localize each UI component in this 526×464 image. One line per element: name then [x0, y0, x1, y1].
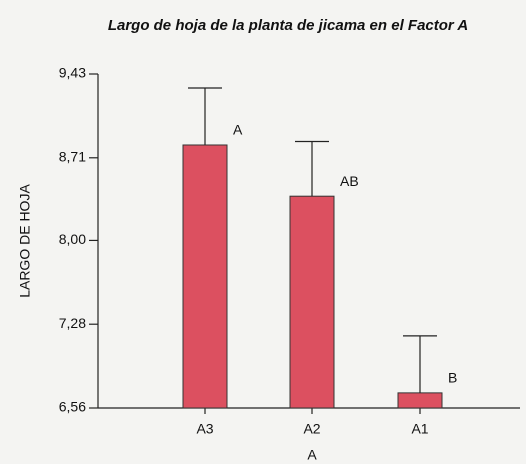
annotation: B	[448, 370, 457, 386]
annotation: A	[233, 122, 243, 138]
bar	[397, 392, 443, 409]
y-tick-label: 8,71	[59, 148, 86, 164]
x-tick-label: A2	[303, 421, 320, 437]
bar	[182, 144, 228, 409]
annotation: AB	[340, 173, 359, 189]
y-tick-label: 7,28	[59, 315, 86, 331]
y-tick-label: 9,43	[59, 65, 86, 81]
y-axis-label: LARGO DE HOJA	[17, 184, 33, 298]
bar	[289, 195, 335, 409]
y-tick-label: 6,56	[59, 399, 86, 415]
x-tick-label: A3	[196, 421, 213, 437]
x-tick-label: A1	[411, 421, 428, 437]
x-axis-label: A	[307, 447, 317, 463]
chart-title: Largo de hoja de la planta de jicama en …	[108, 17, 468, 34]
y-tick-label: 8,00	[59, 231, 86, 247]
